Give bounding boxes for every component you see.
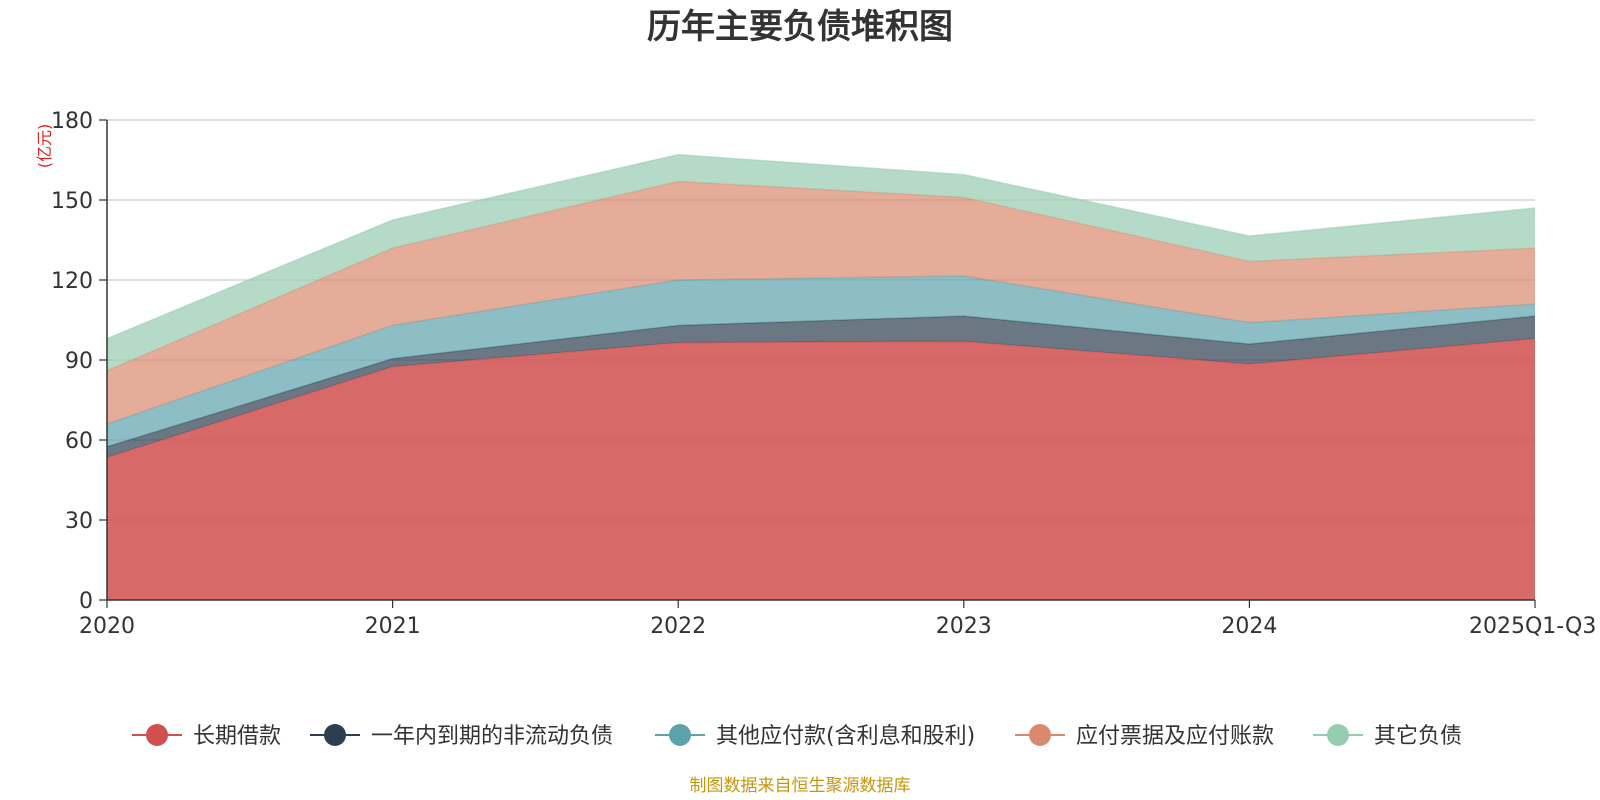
legend-marker-icon bbox=[146, 724, 168, 746]
legend-marker-icon bbox=[324, 724, 346, 746]
legend-item-2[interactable]: 其他应付款(含利息和股利) bbox=[655, 724, 975, 749]
legend-item-4[interactable]: 其它负债 bbox=[1313, 724, 1462, 749]
legend-item-3[interactable]: 应付票据及应付账款 bbox=[1015, 724, 1274, 749]
legend-marker-icon bbox=[1327, 724, 1349, 746]
x-tick-label: 2025Q1-Q3 bbox=[1469, 614, 1596, 639]
legend-label: 其它负债 bbox=[1374, 724, 1462, 749]
y-tick-label: 60 bbox=[65, 429, 93, 454]
y-tick-label: 90 bbox=[65, 349, 93, 374]
x-tick-label: 2020 bbox=[79, 614, 135, 639]
legend-item-1[interactable]: 一年内到期的非流动负债 bbox=[310, 724, 613, 749]
y-tick-label: 0 bbox=[79, 589, 93, 614]
y-tick-label: 150 bbox=[51, 189, 93, 214]
x-tick-label: 2021 bbox=[365, 614, 421, 639]
y-tick-label: 120 bbox=[51, 269, 93, 294]
legend-marker-icon bbox=[669, 724, 691, 746]
x-tick-label: 2022 bbox=[650, 614, 706, 639]
y-axis-unit-label: (亿元) bbox=[35, 124, 54, 169]
legend-label: 应付票据及应付账款 bbox=[1076, 724, 1274, 749]
legend-item-0[interactable]: 长期借款 bbox=[132, 724, 281, 749]
legend-label: 其他应付款(含利息和股利) bbox=[716, 724, 975, 749]
area-series-2 bbox=[107, 276, 1535, 447]
legend: 长期借款 一年内到期的非流动负债 其他应付款(含利息和股利) 应付票据及应付账款 其它负… bbox=[132, 724, 1462, 749]
y-tick-label: 180 bbox=[51, 109, 93, 134]
area-series-1 bbox=[107, 316, 1535, 458]
area-layer bbox=[106, 153, 1536, 600]
legend-marker-icon bbox=[1029, 724, 1051, 746]
area-edge-4 bbox=[106, 153, 1536, 340]
chart-title: 历年主要负债堆积图 bbox=[647, 7, 953, 47]
area-series-0 bbox=[107, 338, 1535, 600]
source-note: 制图数据来自恒生聚源数据库 bbox=[690, 776, 911, 796]
axis-layer: 0 30 60 90 120 150 180 2020 2021 2022 2023 2024 2025… bbox=[51, 109, 1596, 639]
legend-label: 一年内到期的非流动负债 bbox=[371, 724, 613, 749]
area-series-3 bbox=[107, 181, 1535, 424]
x-tick-label: 2024 bbox=[1221, 614, 1277, 639]
x-tick-label: 2023 bbox=[936, 614, 992, 639]
y-tick-label: 30 bbox=[65, 509, 93, 534]
legend-label: 长期借款 bbox=[193, 724, 281, 749]
area-series-4 bbox=[107, 154, 1535, 371]
